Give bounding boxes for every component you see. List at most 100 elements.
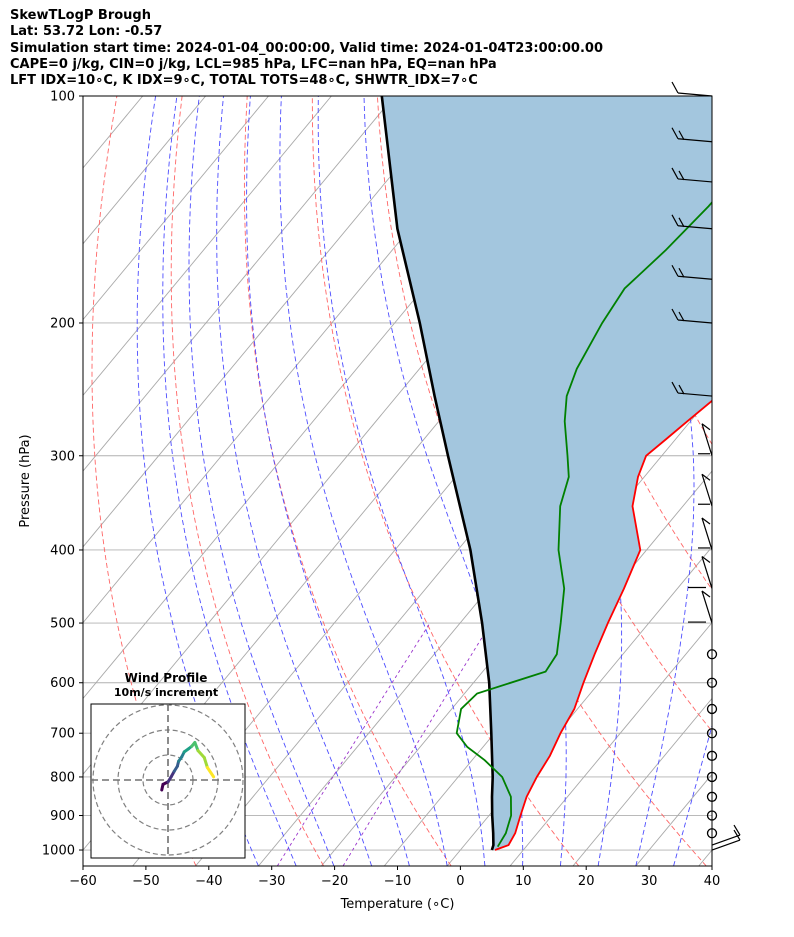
cin-shading <box>381 96 712 850</box>
calm-wind-circle <box>706 771 718 783</box>
calm-wind-circle <box>706 810 718 821</box>
wind-barb-flag <box>671 127 679 140</box>
wind-barb-flag <box>678 267 685 278</box>
isotherm-line <box>320 394 712 866</box>
x-tick-label: −60 <box>69 874 96 889</box>
wind-barb-flag <box>701 590 711 598</box>
wind-barb-shaft <box>711 839 741 851</box>
y-tick-label: 600 <box>50 676 75 691</box>
hodograph-trace <box>205 766 216 779</box>
parcel-path <box>380 96 495 851</box>
x-tick-label: 40 <box>704 874 721 889</box>
y-tick-label: 700 <box>50 727 75 742</box>
wind-barb-shaft <box>701 423 713 456</box>
dry-adiabat-line <box>768 96 794 866</box>
isotherm-line <box>83 96 458 548</box>
data-layer <box>380 96 712 851</box>
wind-barb-shaft <box>677 92 713 97</box>
calm-wind-circle <box>706 791 718 802</box>
x-axis-label: Temperature (∘C) <box>340 897 455 912</box>
x-tick-label: 10 <box>515 874 532 889</box>
wind-barb-flag <box>701 517 711 525</box>
moist-adiabat-line <box>246 96 410 866</box>
dewpoint-line <box>455 201 712 848</box>
mixing-ratio-line <box>276 622 431 866</box>
chart-header: SkewTLogP Brough Lat: 53.72 Lon: -0.57 S… <box>10 8 603 89</box>
moist-adiabat-line <box>216 96 373 866</box>
moist-adiabat-line <box>317 96 486 866</box>
moist-adiabat-line <box>363 96 524 866</box>
wind-barb-flag <box>678 130 685 141</box>
wind-barb-flag <box>678 170 685 181</box>
hodograph-trace <box>196 749 206 759</box>
wind-barb-flag <box>678 384 685 395</box>
header-line-indices: LFT IDX=10∘C, K IDX=9∘C, TOTAL TOTS=48∘C… <box>10 73 478 89</box>
wind-barb-shaft <box>711 834 741 846</box>
x-tick-label: 0 <box>456 874 464 889</box>
dry-adiabat-line <box>170 96 324 866</box>
x-tick-label: −40 <box>195 874 222 889</box>
header-line-station: SkewTLogP Brough <box>10 8 151 23</box>
y-tick-label: 900 <box>50 809 75 824</box>
wind-barb-flag <box>701 423 711 431</box>
temperature-line <box>494 399 712 851</box>
wind-barb-flag <box>671 264 679 277</box>
hodograph-subtitle: 10m/s increment <box>114 686 218 699</box>
x-tick-label: −10 <box>384 874 411 889</box>
x-tick-label: −50 <box>132 874 159 889</box>
moist-adiabat-line <box>188 96 335 866</box>
wind-barb-flag <box>733 829 741 841</box>
wind-barb-shaft <box>701 474 713 507</box>
isotherm-line <box>509 621 712 866</box>
header-line-times: Simulation start time: 2024-01-04_00:00:… <box>10 40 603 56</box>
calm-wind-circle <box>706 677 718 688</box>
hodograph-title: Wind Profile <box>125 671 208 685</box>
isotherm-line <box>698 849 712 866</box>
wind-barb-shaft <box>701 556 713 589</box>
wind-barb-flag <box>671 308 679 321</box>
y-tick-label: 500 <box>50 617 75 632</box>
isotherm-line <box>83 96 332 397</box>
y-tick-label: 200 <box>50 316 75 331</box>
wind-barb-shaft <box>701 517 713 551</box>
y-tick-label: 400 <box>50 543 75 558</box>
y-tick-label: 800 <box>50 770 75 785</box>
x-tick-label: −20 <box>321 874 348 889</box>
mixing-ratio-line <box>342 622 492 866</box>
wind-barb-flag <box>733 824 741 836</box>
y-tick-label: 300 <box>50 449 75 464</box>
y-tick-label: 1000 <box>42 844 75 859</box>
wind-barb-flag <box>671 381 679 394</box>
dry-adiabat-line <box>311 96 580 866</box>
wind-barb-flag <box>701 473 711 481</box>
isotherm-line <box>762 96 794 866</box>
axes-layer: −60 −50 −40 −30 −20 −10 0 10 20 30 40 1000 900 800 700… <box>18 90 720 913</box>
calm-wind-circle <box>706 703 718 715</box>
calm-wind-circle <box>706 728 718 739</box>
wind-barb-shaft <box>701 590 713 624</box>
x-tick-label: 20 <box>578 874 595 889</box>
y-axis-label: Pressure (hPa) <box>18 434 33 527</box>
isotherm-line <box>83 96 269 321</box>
isotherm-line <box>0 96 80 866</box>
wind-barbs <box>671 81 741 851</box>
isotherm-line <box>572 697 712 866</box>
x-tick-label: −30 <box>258 874 285 889</box>
calm-wind-circle <box>706 828 718 839</box>
moist-adiabat-line <box>162 96 297 866</box>
wind-barb-flag <box>678 311 685 322</box>
calm-wind-circle <box>706 750 718 761</box>
isotherm-line <box>83 96 395 472</box>
wind-barb-flag <box>671 214 679 227</box>
x-tick-label: 30 <box>641 874 658 889</box>
moist-adiabat-line <box>279 96 448 866</box>
wind-barb-flag <box>671 81 679 94</box>
wind-barb-flag <box>678 217 685 228</box>
header-line-location: Lat: 53.72 Lon: -0.57 <box>10 24 163 40</box>
wind-barb-flag <box>701 556 711 564</box>
hodograph-trace <box>202 756 209 769</box>
dry-adiabat-line <box>702 96 712 123</box>
wind-barb-flag <box>671 167 679 180</box>
